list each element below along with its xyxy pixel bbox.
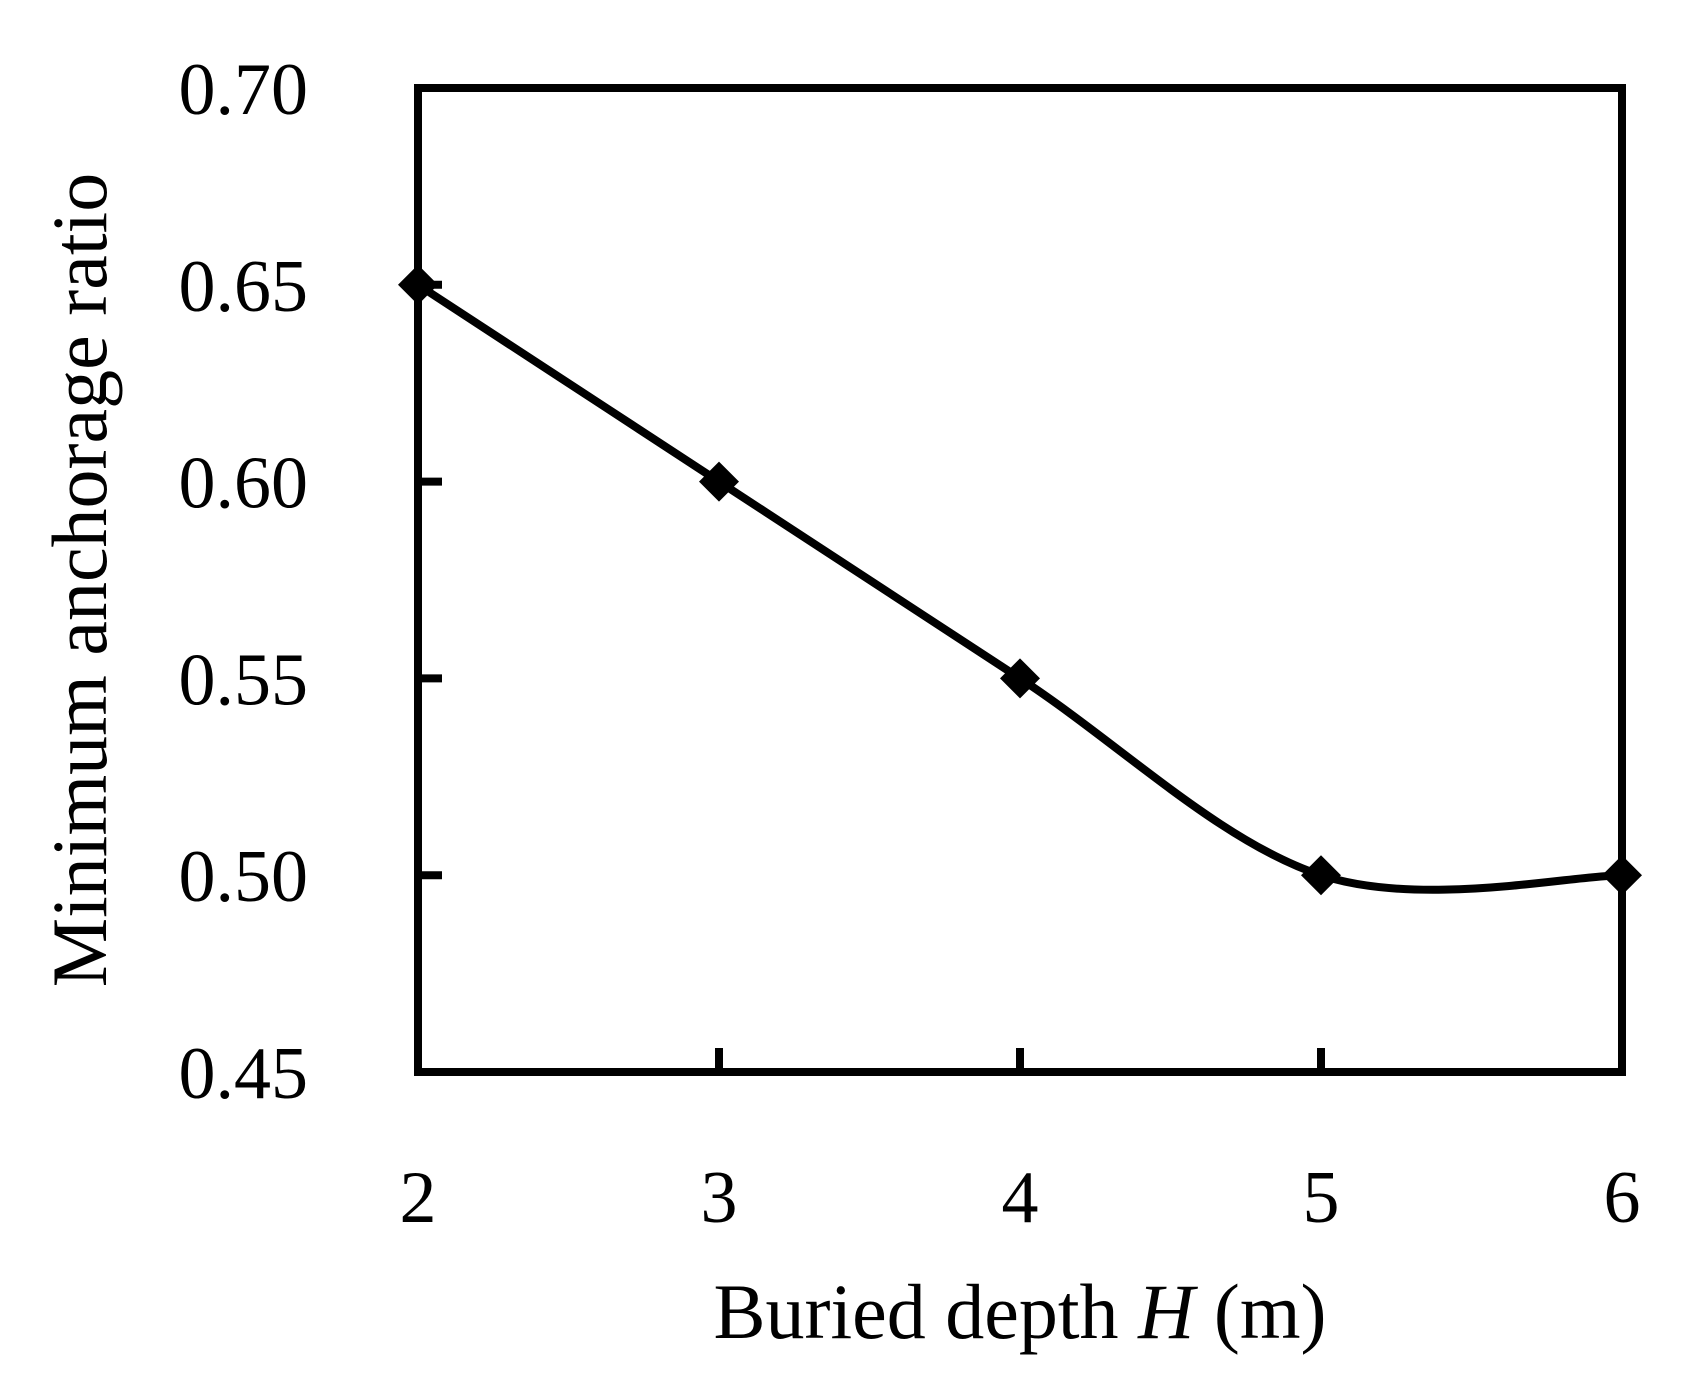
x-tick-label: 4	[1002, 1157, 1039, 1239]
y-tick-label: 0.60	[179, 443, 309, 525]
x-tick-label: 3	[701, 1157, 738, 1239]
data-point-marker	[1602, 855, 1642, 896]
y-tick-label: 0.70	[179, 49, 309, 131]
ticks-layer	[418, 280, 1325, 1072]
x-axis-title: Buried depth H (m)	[713, 1268, 1326, 1355]
markers-layer	[398, 264, 1642, 896]
y-tick-label: 0.50	[179, 836, 309, 918]
x-tick-label: 6	[1604, 1157, 1641, 1239]
x-axis-title-part: (m)	[1194, 1268, 1326, 1355]
x-tick-label: 2	[400, 1157, 437, 1239]
data-point-marker	[398, 264, 438, 305]
x-axis-title-part: Buried depth	[713, 1268, 1138, 1355]
y-tick-label: 0.65	[179, 246, 309, 328]
data-point-marker	[1301, 855, 1341, 896]
series-layer	[414, 280, 1626, 894]
data-point-marker	[699, 461, 739, 502]
y-tick-label: 0.55	[179, 639, 309, 721]
y-axis-title: Minimum anchorage ratio	[36, 173, 123, 987]
labels-layer: 0.45 0.50 0.55 0.60 0.65 0.70 2 3 4 5 6 Buried dept…	[36, 49, 1641, 1355]
x-tick-label: 5	[1303, 1157, 1340, 1239]
x-axis-title-part: H	[1137, 1268, 1198, 1355]
y-tick-label: 0.45	[179, 1033, 309, 1115]
data-point-marker	[1000, 658, 1040, 699]
plot-frame	[414, 84, 1626, 1076]
series-line	[414, 280, 1626, 894]
plot-frame-layer	[414, 84, 1626, 1076]
